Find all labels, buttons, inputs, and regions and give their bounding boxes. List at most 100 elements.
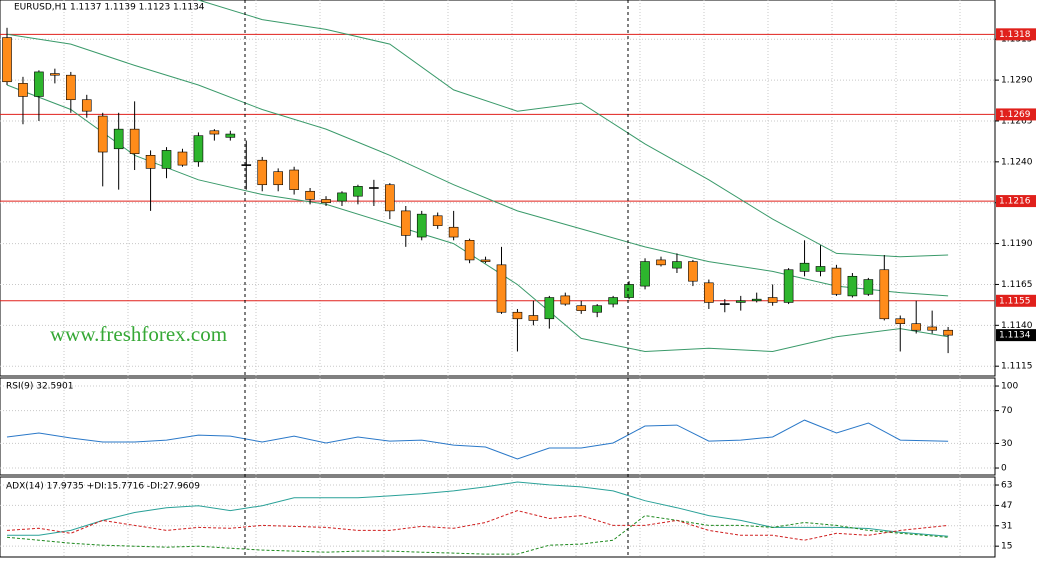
candle-body	[337, 192, 347, 202]
candle-body	[193, 135, 204, 163]
candle-body	[496, 264, 507, 313]
candle-body	[209, 130, 220, 135]
y-tick-label: 1.1140	[1001, 321, 1033, 331]
candle-body	[783, 269, 794, 303]
candle-body	[273, 171, 283, 186]
level-label: 1.1155	[999, 296, 1031, 306]
candle-body	[624, 284, 634, 298]
y-tick-label: 100	[1001, 382, 1018, 392]
candle-body	[735, 300, 746, 303]
candle-body	[432, 215, 443, 226]
candle-body	[305, 190, 315, 200]
candle-body	[81, 99, 92, 112]
y-tick-label: 0	[1001, 464, 1007, 474]
candle-body	[225, 133, 236, 138]
candle-body	[608, 297, 618, 305]
candle-body	[767, 297, 778, 303]
y-tick-label: 1.1265	[1001, 116, 1033, 126]
candle-body	[560, 295, 571, 305]
candle-body	[751, 298, 762, 302]
y-tick-label: 1.1290	[1001, 76, 1033, 86]
indicator-line	[196, 0, 949, 258]
price-title: EURUSD,H1 1.1137 1.1139 1.1123 1.1134	[14, 3, 205, 13]
indicator-line	[6, 510, 949, 541]
level-label-bg	[996, 108, 1036, 121]
watermark: www.freshforex.com	[50, 322, 227, 346]
candle-body	[847, 275, 858, 297]
rsi-title: RSI(9) 32.5901	[6, 382, 73, 392]
indicator-line	[6, 515, 949, 555]
candle-body	[145, 155, 156, 169]
level-label-bg	[996, 195, 1036, 208]
candle-body	[257, 159, 268, 186]
candle-body	[321, 199, 331, 204]
level-label-bg	[996, 28, 1036, 41]
candle-body	[129, 128, 140, 154]
candle-body	[97, 115, 108, 153]
candle-body	[799, 262, 810, 272]
candle-body	[544, 297, 555, 320]
candle-body	[400, 210, 411, 236]
candle-body	[113, 128, 124, 150]
price-panel	[0, 0, 996, 377]
candle-body	[704, 282, 714, 303]
indicator-line	[6, 419, 949, 460]
y-tick-label: 1.1190	[1001, 239, 1033, 249]
y-tick-label: 63	[1001, 481, 1012, 491]
candle-body	[640, 261, 650, 287]
panel-plot	[0, 385, 995, 469]
candle-body	[353, 186, 363, 197]
indicator-line	[7, 481, 949, 537]
level-label: 1.1216	[999, 197, 1031, 207]
candle-body	[66, 74, 76, 101]
indicator-line	[6, 33, 949, 297]
candle-body	[719, 303, 730, 305]
plot-layer: 1.13151.12901.12651.12401.12151.11901.11…	[0, 0, 1036, 555]
candle-body	[369, 187, 379, 189]
candle-body	[895, 318, 906, 324]
level-label: 1.1269	[999, 110, 1031, 120]
y-tick-label: 31	[1001, 521, 1012, 531]
candle-body	[448, 226, 459, 238]
last-price-label: 1.1134	[999, 331, 1031, 341]
candle-body	[464, 240, 475, 261]
candle-body	[656, 259, 666, 266]
candle-body	[528, 315, 539, 321]
last-price-bg	[996, 329, 1036, 342]
adx-title: ADX(14) 17.9735 +DI:15.7716 -DI:27.9609	[6, 482, 200, 492]
y-tick-label: 15	[1001, 542, 1012, 552]
candle-body	[592, 305, 602, 313]
candle-body	[688, 261, 698, 282]
adx-panel	[0, 476, 996, 558]
candle-body	[385, 184, 395, 212]
candle-body	[177, 151, 188, 166]
candle-body	[289, 169, 299, 190]
candle-body	[241, 164, 252, 166]
y-tick-label: 1.1165	[1001, 280, 1033, 290]
y-tick-label: 70	[1001, 406, 1013, 416]
candle-body	[863, 279, 874, 295]
candle-body	[943, 329, 953, 336]
candle-body	[480, 259, 491, 262]
panel-plot	[0, 481, 995, 555]
candle-body	[911, 323, 922, 331]
y-tick-label: 1.1115	[1001, 362, 1033, 372]
candle-body	[831, 267, 842, 295]
level-label-bg	[996, 294, 1036, 307]
candle-body	[879, 269, 890, 320]
level-label: 1.1318	[999, 30, 1031, 40]
y-tick-label: 47	[1001, 501, 1012, 511]
candle-body	[50, 73, 60, 76]
candle-body	[161, 150, 172, 169]
candle-body	[672, 261, 682, 269]
candle-body	[512, 311, 523, 320]
candle-body	[576, 305, 587, 311]
candle-body	[18, 83, 28, 97]
candle-body	[815, 266, 826, 272]
candle-body	[416, 213, 427, 238]
candle-body	[34, 71, 44, 97]
candle-body	[927, 326, 937, 331]
y-tick-label: 30	[1001, 439, 1013, 449]
